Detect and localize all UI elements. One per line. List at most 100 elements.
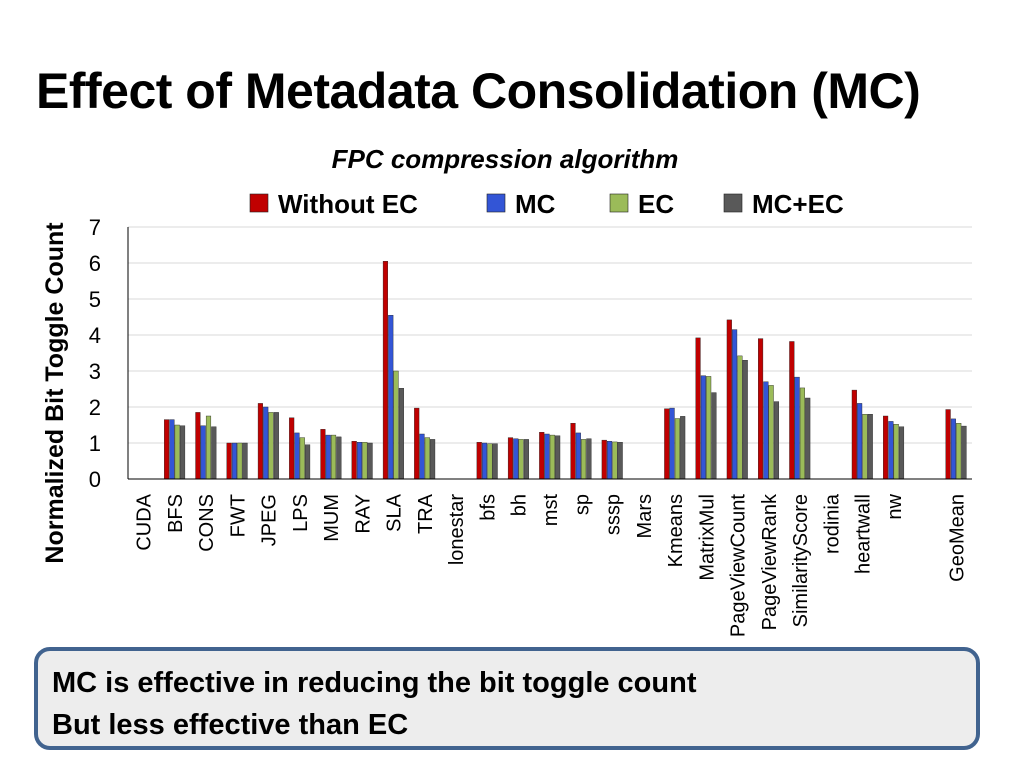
bar xyxy=(195,412,201,480)
bar xyxy=(737,355,743,480)
bar xyxy=(382,261,389,480)
bar xyxy=(586,438,592,480)
y-tick-label: 4 xyxy=(89,323,101,348)
bar xyxy=(174,424,180,480)
bar xyxy=(523,439,529,480)
bar xyxy=(362,442,368,480)
bar xyxy=(851,389,857,480)
x-tick-label: Kmeans xyxy=(665,494,687,567)
bar xyxy=(179,425,186,480)
legend-label: Without EC xyxy=(278,189,418,219)
bar xyxy=(726,319,732,480)
legend-label: MC+EC xyxy=(752,189,844,219)
x-tick-label: RAY xyxy=(352,494,374,534)
x-tick-label: TRA xyxy=(415,493,437,534)
y-tick-label: 0 xyxy=(89,467,101,492)
bar xyxy=(398,388,404,480)
bar xyxy=(773,401,780,480)
x-tick-label: JPEG xyxy=(259,494,281,546)
bar xyxy=(351,441,357,480)
legend-swatch xyxy=(723,193,743,213)
bar xyxy=(742,360,748,480)
gridlines xyxy=(128,226,972,444)
x-tick-label: lonestar xyxy=(446,494,468,565)
bar xyxy=(805,397,811,480)
bar xyxy=(575,432,581,480)
bar xyxy=(570,423,576,480)
bar xyxy=(544,433,550,480)
x-tick-label: PageViewCount xyxy=(728,494,750,638)
bar xyxy=(674,418,680,480)
bar xyxy=(424,437,430,480)
bar xyxy=(273,412,279,480)
bar xyxy=(581,439,587,480)
x-tick-label: rodinia xyxy=(821,493,843,554)
bar xyxy=(200,425,206,480)
bar xyxy=(211,426,217,480)
y-axis: 0 1 2 3 4 5 6 7 xyxy=(89,215,129,492)
bar xyxy=(680,416,686,480)
bar xyxy=(388,315,394,480)
bar xyxy=(799,387,805,480)
bar xyxy=(414,407,420,480)
x-tick-label: MUM xyxy=(321,494,343,542)
bar xyxy=(242,442,248,480)
bar xyxy=(320,429,326,480)
x-tick-label: Mars xyxy=(634,494,656,538)
bar xyxy=(305,444,311,480)
x-tick-label: sssp xyxy=(603,494,625,535)
bar xyxy=(669,407,675,480)
bar xyxy=(711,392,717,480)
bar xyxy=(294,432,300,480)
x-tick-label: LPS xyxy=(290,494,312,532)
bar xyxy=(237,442,243,480)
bar xyxy=(289,417,295,480)
x-tick-label: sp xyxy=(571,494,593,515)
bar xyxy=(476,442,482,480)
bar xyxy=(945,409,951,480)
bar xyxy=(888,421,894,480)
bar xyxy=(518,439,524,480)
chart-title: FPC compression algorithm xyxy=(332,144,679,174)
bar xyxy=(612,441,618,480)
y-tick-label: 1 xyxy=(89,431,101,456)
y-tick-label: 7 xyxy=(89,215,101,240)
bar xyxy=(706,376,712,480)
x-axis: CUDA BFS CONS FWT JPEG LPS MUM RAY SLA TRA lonesta… xyxy=(128,478,972,638)
x-tick-label: bh xyxy=(509,494,531,516)
slide-title: Effect of Metadata Consolidation (MC) xyxy=(36,63,921,119)
callout-line-1: MC is effective in reducing the bit togg… xyxy=(52,667,697,699)
bar xyxy=(758,338,764,480)
x-tick-label: GeoMean xyxy=(946,494,968,582)
bar xyxy=(356,442,363,480)
bar xyxy=(607,441,613,480)
legend: Without EC MC EC MC+EC xyxy=(249,189,844,219)
bar xyxy=(768,385,774,480)
y-tick-label: 3 xyxy=(89,359,101,384)
bar xyxy=(732,329,738,480)
bar xyxy=(507,437,514,480)
legend-swatch xyxy=(486,193,506,213)
bar xyxy=(257,403,263,480)
bar xyxy=(336,436,342,480)
x-tick-label: CONS xyxy=(196,494,218,552)
legend-swatch xyxy=(609,193,629,213)
bar xyxy=(205,415,212,480)
legend-label: EC xyxy=(638,189,674,219)
x-tick-label: MatrixMul xyxy=(696,494,718,581)
bar xyxy=(664,408,670,480)
bar xyxy=(430,439,436,480)
callout-box: MC is effective in reducing the bit togg… xyxy=(34,647,980,750)
x-tick-label: SLA xyxy=(384,493,406,531)
legend-swatch xyxy=(249,193,269,213)
bar xyxy=(555,435,561,480)
callout-line-2: But less effective than EC xyxy=(52,709,409,741)
bar xyxy=(330,434,337,480)
bar xyxy=(789,341,795,480)
x-tick-label: mst xyxy=(540,494,562,527)
bar xyxy=(763,381,769,480)
x-tick-label: FWT xyxy=(227,494,249,537)
y-tick-label: 6 xyxy=(89,251,101,276)
bar xyxy=(956,423,962,480)
bar xyxy=(700,375,706,480)
